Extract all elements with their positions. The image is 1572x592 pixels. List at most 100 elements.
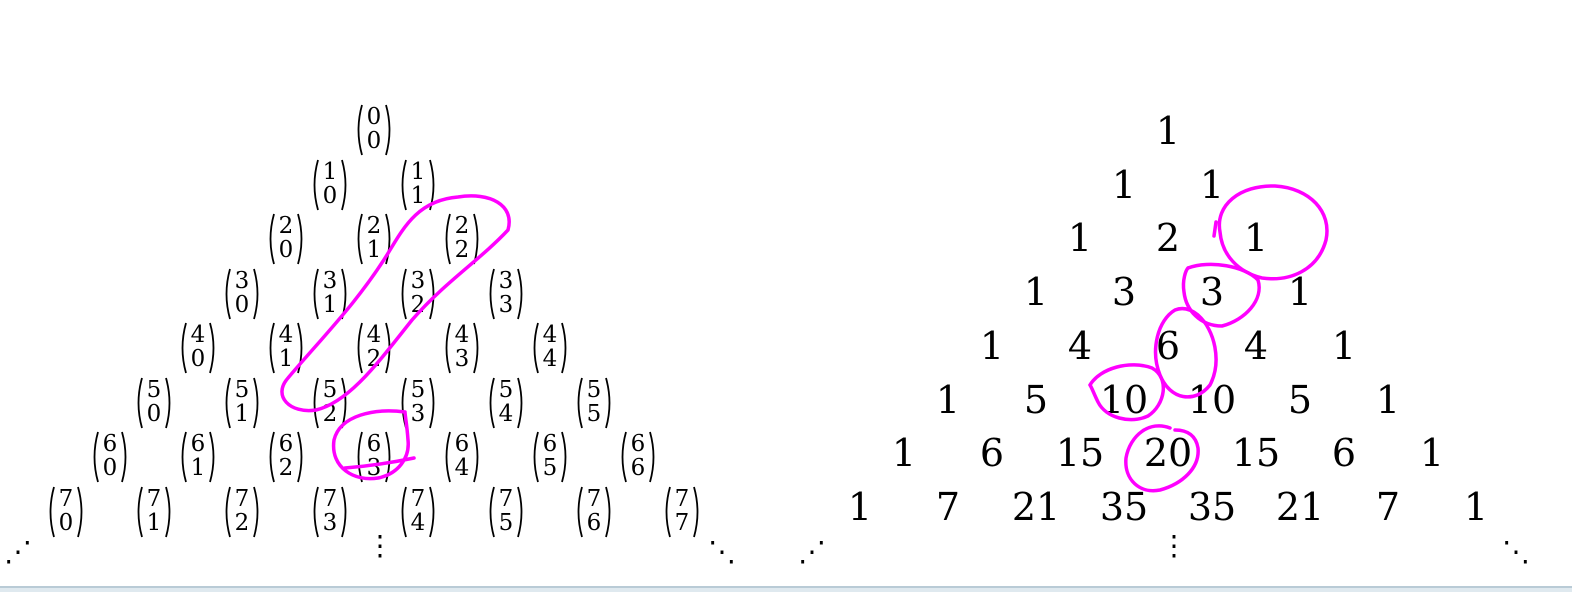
right-parenthesis xyxy=(165,377,171,428)
pascal-value: 3 xyxy=(1199,270,1225,315)
pascal-value: 1 xyxy=(1067,216,1093,261)
right-parenthesis xyxy=(605,377,611,428)
pascal-value: 1 xyxy=(891,431,917,476)
pascal-value: 7 xyxy=(935,484,961,529)
right-parenthesis xyxy=(385,431,391,483)
left-parenthesis xyxy=(269,213,275,265)
left-parenthesis xyxy=(577,377,583,428)
pascal-value: 6 xyxy=(1331,431,1357,476)
right-parenthesis xyxy=(517,377,523,428)
left-parenthesis xyxy=(445,431,451,483)
right-parenthesis xyxy=(165,486,171,537)
right_triangle-continuation-right: ⋱ xyxy=(1502,535,1530,568)
right-parenthesis xyxy=(429,159,435,210)
right-parenthesis xyxy=(561,322,567,374)
binomial-bottom: 0 xyxy=(234,291,250,318)
right-parenthesis xyxy=(517,486,523,537)
pascal-value: 7 xyxy=(1375,484,1401,529)
binomial-top: 0 xyxy=(366,104,382,130)
left-parenthesis xyxy=(269,322,275,374)
right-parenthesis xyxy=(297,431,303,483)
binomial-top: 5 xyxy=(586,376,602,403)
pascal-value: 20 xyxy=(1143,431,1193,476)
binomial-top: 7 xyxy=(410,485,426,512)
left-parenthesis xyxy=(533,431,539,483)
binomial-top: 7 xyxy=(146,485,162,512)
right-parenthesis xyxy=(473,322,479,374)
binomial-top: 3 xyxy=(234,267,250,294)
pascal-value: 1 xyxy=(1243,216,1269,261)
binomial-bottom: 0 xyxy=(102,455,118,481)
left-parenthesis xyxy=(313,486,319,537)
pascal-value: 35 xyxy=(1187,484,1237,529)
right-parenthesis xyxy=(605,486,611,537)
binomial-bottom: 6 xyxy=(586,509,602,536)
binomial-bottom: 0 xyxy=(190,346,206,372)
left-parenthesis xyxy=(181,431,187,483)
binomial-top: 5 xyxy=(146,376,162,403)
left-parenthesis xyxy=(401,486,407,537)
binomial-top: 7 xyxy=(322,485,338,512)
right-parenthesis xyxy=(385,213,391,265)
pascal-value: 1 xyxy=(1419,431,1445,476)
pascal-value: 5 xyxy=(1023,377,1049,422)
binomial-top: 1 xyxy=(322,158,338,185)
right-parenthesis xyxy=(473,213,479,265)
pascal-value: 1 xyxy=(1463,484,1489,529)
binomial-top: 7 xyxy=(586,485,602,512)
binomial-bottom: 1 xyxy=(190,455,206,481)
right-parenthesis xyxy=(77,486,83,537)
binomial-top: 4 xyxy=(542,322,558,348)
pascal-value: 3 xyxy=(1111,270,1137,315)
right-parenthesis xyxy=(341,377,347,428)
left-parenthesis xyxy=(489,486,495,537)
binomial-top: 7 xyxy=(234,485,250,512)
right-parenthesis xyxy=(341,159,347,210)
left-parenthesis xyxy=(621,431,627,483)
binomial-top: 7 xyxy=(498,485,514,512)
binomial-top: 5 xyxy=(234,376,250,403)
pascal-value: 1 xyxy=(979,323,1005,368)
binomial-top: 6 xyxy=(278,431,294,457)
pascal-value: 1 xyxy=(1199,162,1225,207)
binomial-bottom: 1 xyxy=(234,400,250,427)
right_triangle-continuation-left: ⋰ xyxy=(798,535,826,568)
binomial-top: 6 xyxy=(454,431,470,457)
binomial-bottom: 5 xyxy=(498,509,514,536)
right-parenthesis xyxy=(473,431,479,483)
left-parenthesis xyxy=(577,486,583,537)
pascal-value: 5 xyxy=(1287,377,1313,422)
right-parenthesis xyxy=(385,322,391,374)
left-parenthesis xyxy=(225,377,231,428)
binomial-bottom: 6 xyxy=(630,455,646,481)
pascal-value: 1 xyxy=(1023,270,1049,315)
bottom-border-strip xyxy=(0,586,1572,592)
binomial-bottom: 5 xyxy=(586,400,602,427)
binomial-top: 1 xyxy=(410,158,426,185)
binomial-bottom: 5 xyxy=(542,455,558,481)
right-parenthesis xyxy=(429,268,435,319)
